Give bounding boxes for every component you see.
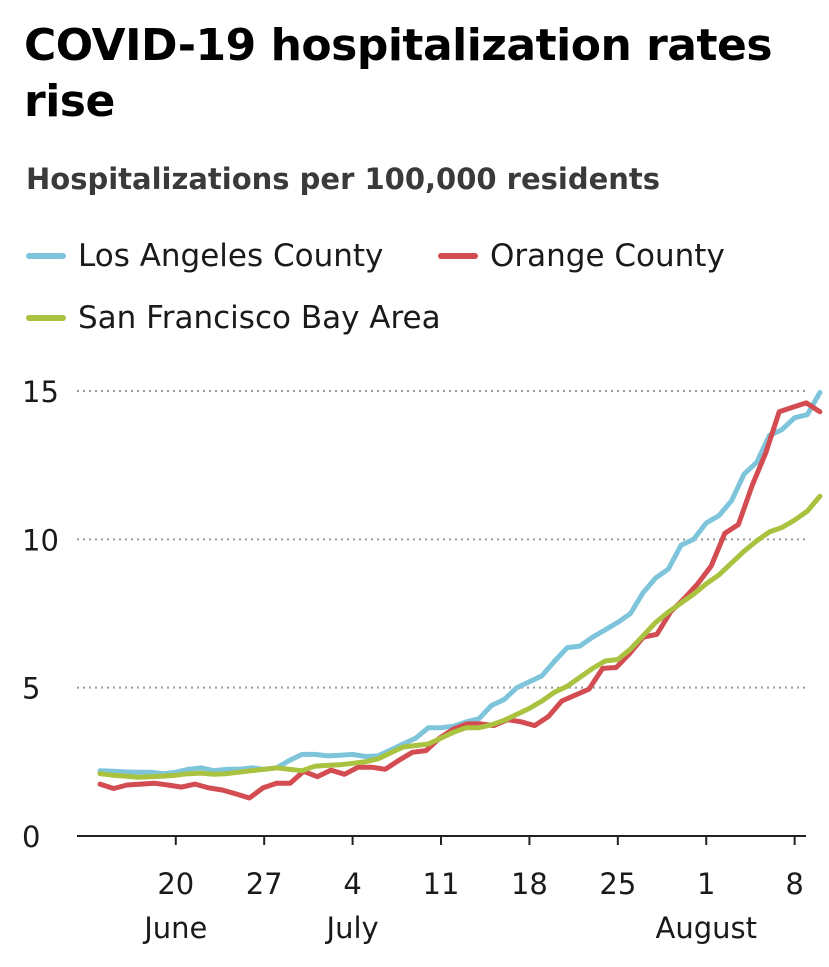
legend-swatch-orange xyxy=(438,253,478,259)
series-line-los-angeles-county xyxy=(97,390,823,777)
x-tick-label-4: 4 xyxy=(343,867,361,901)
x-tick-label-27: 27 xyxy=(246,867,283,901)
series-line-san-francisco-bay-area xyxy=(97,493,823,780)
x-tick-label-1: 1 xyxy=(697,867,715,901)
y-tick-label-0: 0 xyxy=(22,820,40,854)
month-label-june: June xyxy=(142,911,207,945)
legend-item-bay-area: San Francisco Bay Area xyxy=(26,300,441,336)
series-lines xyxy=(97,390,823,801)
y-tick-label-15: 15 xyxy=(22,375,59,409)
x-tick-label-20: 20 xyxy=(157,867,194,901)
legend-swatch-los-angeles xyxy=(26,253,66,259)
x-tick-label-25: 25 xyxy=(599,867,636,901)
x-tick-label-8: 8 xyxy=(785,867,803,901)
x-tick-label-11: 11 xyxy=(423,867,460,901)
legend-item-los-angeles: Los Angeles County xyxy=(26,238,383,274)
x-tick-label-18: 18 xyxy=(511,867,548,901)
gridlines xyxy=(77,390,806,689)
legend-item-orange: Orange County xyxy=(438,238,725,274)
legend-label-orange: Orange County xyxy=(490,238,725,274)
month-label-august: August xyxy=(655,911,757,945)
month-labels: June July August xyxy=(142,911,757,945)
y-axis-ticks: 0 5 10 15 xyxy=(22,375,59,854)
chart-title: COVID-19 hospitalization rates rise xyxy=(24,20,773,127)
legend-label-bay-area: San Francisco Bay Area xyxy=(78,300,441,336)
month-label-july: July xyxy=(325,911,379,945)
legend-swatch-bay-area xyxy=(26,315,66,321)
y-tick-label-5: 5 xyxy=(22,672,40,706)
series-line-orange-county xyxy=(97,400,823,801)
chart-subtitle: Hospitalizations per 100,000 residents xyxy=(26,162,661,196)
x-axis-ticks: 20 27 4 11 18 25 1 8 xyxy=(157,836,804,901)
legend-label-los-angeles: Los Angeles County xyxy=(78,238,384,274)
y-tick-label-10: 10 xyxy=(22,523,59,557)
